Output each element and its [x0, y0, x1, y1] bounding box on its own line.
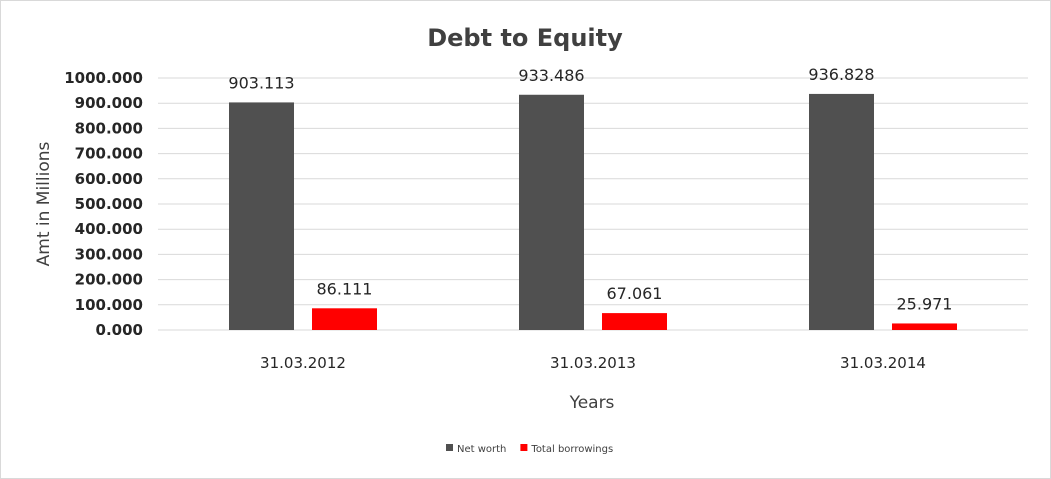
bar-net-worth: [519, 94, 584, 330]
legend-item: Total borrowings: [520, 444, 613, 455]
y-tick-label: 900.000: [75, 94, 143, 112]
data-label: 25.971: [897, 294, 953, 313]
legend-swatch: [520, 444, 528, 451]
chart-title: Debt to Equity: [427, 24, 623, 52]
y-axis-title: Amt in Millions: [34, 141, 54, 266]
y-axis-ticks: 0.000 100.000 200.000 300.000 400.000 500.000…: [64, 69, 143, 339]
y-tick-label: 100.000: [75, 296, 143, 314]
bar-net-worth: [809, 93, 874, 330]
y-tick-label: 700.000: [75, 145, 143, 163]
legend-item: Net worth: [446, 444, 506, 455]
x-axis-title: Years: [569, 393, 615, 413]
data-label: 936.828: [808, 65, 874, 84]
x-category-label: 31.03.2012: [260, 354, 346, 372]
gridlines: [158, 77, 1028, 331]
x-category-label: 31.03.2013: [550, 354, 636, 372]
data-labels: 903.113 86.111 933.486 67.061 936.828 25.971: [228, 65, 952, 314]
bar-total-borrowings: [312, 308, 377, 330]
y-tick-label: 600.000: [75, 170, 143, 188]
x-axis-categories: 31.03.2012 31.03.2013 31.03.2014: [260, 354, 926, 372]
legend-label: Net worth: [457, 444, 506, 455]
bars: [229, 93, 957, 330]
data-label: 933.486: [518, 66, 584, 85]
y-tick-label: 200.000: [75, 271, 143, 289]
x-category-label: 31.03.2014: [840, 354, 926, 372]
bar-total-borrowings: [602, 313, 667, 330]
data-label: 903.113: [228, 73, 294, 92]
bar-net-worth: [229, 102, 294, 330]
y-tick-label: 400.000: [75, 220, 143, 238]
y-tick-label: 1000.000: [64, 69, 143, 87]
legend: Net worth Total borrowings: [446, 444, 613, 455]
y-tick-label: 800.000: [75, 119, 143, 137]
y-tick-label: 0.000: [96, 321, 143, 339]
legend-swatch: [446, 444, 453, 451]
legend-label: Total borrowings: [530, 444, 613, 455]
bar-total-borrowings: [892, 323, 957, 330]
data-label: 67.061: [607, 284, 663, 303]
data-label: 86.111: [317, 279, 373, 298]
y-tick-label: 500.000: [75, 195, 143, 213]
y-tick-label: 300.000: [75, 245, 143, 263]
